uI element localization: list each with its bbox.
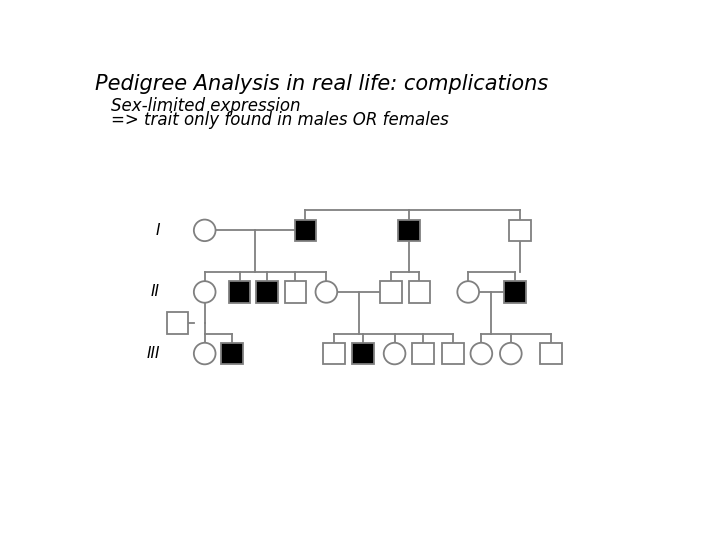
- Bar: [323, 343, 345, 364]
- Ellipse shape: [500, 343, 522, 364]
- Bar: [221, 343, 243, 364]
- Bar: [540, 343, 562, 364]
- Bar: [352, 343, 374, 364]
- Text: Pedigree Analysis in real life: complications: Pedigree Analysis in real life: complica…: [96, 74, 549, 94]
- Ellipse shape: [384, 343, 405, 364]
- Bar: [167, 312, 189, 334]
- Bar: [229, 281, 251, 303]
- Ellipse shape: [457, 281, 479, 303]
- Bar: [442, 343, 464, 364]
- Bar: [380, 281, 402, 303]
- Bar: [509, 220, 531, 241]
- Text: III: III: [146, 346, 160, 361]
- Bar: [284, 281, 306, 303]
- Ellipse shape: [194, 220, 215, 241]
- Ellipse shape: [194, 281, 215, 303]
- Bar: [294, 220, 316, 241]
- Bar: [408, 281, 431, 303]
- Ellipse shape: [315, 281, 337, 303]
- Text: I: I: [156, 223, 160, 238]
- Text: II: II: [150, 285, 160, 300]
- Bar: [504, 281, 526, 303]
- Ellipse shape: [194, 343, 215, 364]
- Bar: [256, 281, 277, 303]
- Text: Sex-limited expression: Sex-limited expression: [111, 97, 300, 115]
- Bar: [398, 220, 420, 241]
- Ellipse shape: [471, 343, 492, 364]
- Text: => trait only found in males OR females: => trait only found in males OR females: [111, 111, 449, 129]
- Bar: [413, 343, 434, 364]
